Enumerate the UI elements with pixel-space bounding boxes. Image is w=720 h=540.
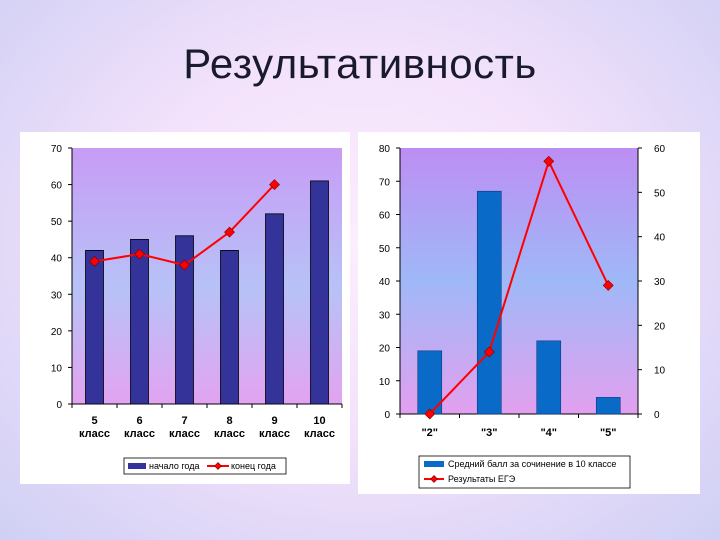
bar-essay-score <box>536 340 562 415</box>
y-tick-label: 40 <box>51 254 63 265</box>
bar-essay-score <box>595 397 621 415</box>
x-category-label: "3" <box>481 427 498 439</box>
y-tick-label: 0 <box>384 410 390 421</box>
y-tick-label: 70 <box>51 144 63 155</box>
y-tick-label: 10 <box>51 363 63 374</box>
y2-tick-label: 20 <box>654 321 666 332</box>
bar-essay-score <box>417 350 443 415</box>
legend-right <box>418 455 631 489</box>
marker-end-of-year <box>179 259 190 271</box>
x-category-label: 9 класс <box>259 415 290 440</box>
chart-left: 0 10 20 30 40 50 60 70 5 класс 6 класс 7 класс 8 класс 9… <box>51 144 343 475</box>
y-tick-label: 10 <box>379 377 391 388</box>
y-tick-label: 80 <box>379 144 391 155</box>
y2-tick-label: 40 <box>654 233 666 244</box>
y2-tick-label: 50 <box>654 188 666 199</box>
marker-end-of-year <box>89 255 100 267</box>
x-category-label: 7 класс <box>169 415 200 440</box>
legend-left <box>123 457 287 475</box>
marker-ege-results <box>602 280 614 291</box>
y-tick-label: 70 <box>379 177 391 188</box>
marker-end-of-year <box>224 226 235 238</box>
y-tick-label: 60 <box>51 181 63 192</box>
x-category-label: 10 класс <box>304 415 335 440</box>
marker-end-of-year <box>134 248 145 260</box>
marker-end-of-year <box>269 179 280 190</box>
legend-swatch-bar <box>128 463 146 469</box>
legend-label-bar: Средний балл за сочинение в 10 классе <box>448 459 616 469</box>
line-ege-results <box>429 158 610 415</box>
marker-ege-results <box>424 408 436 420</box>
bar-start-of-year <box>265 213 284 405</box>
x-category-label: 5 класс <box>79 415 110 440</box>
marker-ege-results <box>483 346 495 358</box>
y-tick-label: 20 <box>51 327 63 338</box>
y2-tick-label: 0 <box>654 410 660 421</box>
bar-start-of-year <box>175 235 194 405</box>
y-tick-label: 50 <box>51 217 63 228</box>
bar-start-of-year <box>130 239 149 405</box>
x-category-label: 6 класс <box>124 415 155 440</box>
chart-right-panel: 0 10 20 30 40 50 60 70 80 0 10 20 30 40 50 60 "2" "3" "4" "… <box>358 132 700 494</box>
y-tick-label: 0 <box>56 400 62 411</box>
chart-right: 0 10 20 30 40 50 60 70 80 0 10 20 30 40 50 60 "2" "3" "4" "… <box>379 144 666 489</box>
y-tick-label: 30 <box>379 310 391 321</box>
legend-marker-line <box>214 462 222 470</box>
y-tick-label: 50 <box>379 244 391 255</box>
x-category-label: "2" <box>421 427 438 439</box>
bar-essay-score <box>476 190 502 415</box>
bar-start-of-year <box>85 250 104 405</box>
chart-left-panel: 0 10 20 30 40 50 60 70 5 класс 6 класс 7 класс 8 класс 9… <box>20 132 350 484</box>
x-category-label: "5" <box>600 427 617 439</box>
legend-label-line: Результаты ЕГЭ <box>448 474 516 484</box>
y-tick-label: 20 <box>379 344 391 355</box>
legend-label-line: конец года <box>231 461 276 471</box>
x-category-label: "4" <box>540 427 557 439</box>
x-category-label: 8 класс <box>214 415 245 440</box>
y-tick-label: 30 <box>51 290 63 301</box>
legend-swatch-bar <box>424 461 444 467</box>
y2-tick-label: 60 <box>654 144 666 155</box>
plot-area-left <box>72 148 342 404</box>
bar-start-of-year <box>220 250 239 405</box>
bar-start-of-year <box>310 180 329 405</box>
marker-ege-results <box>543 155 555 167</box>
y-tick-label: 40 <box>379 277 391 288</box>
y2-tick-label: 30 <box>654 277 666 288</box>
y2-tick-label: 10 <box>654 366 666 377</box>
y-tick-label: 60 <box>379 211 391 222</box>
legend-label-bar: начало года <box>149 461 199 471</box>
slide-title: Результативность <box>183 40 537 87</box>
legend-marker-line <box>430 475 438 483</box>
